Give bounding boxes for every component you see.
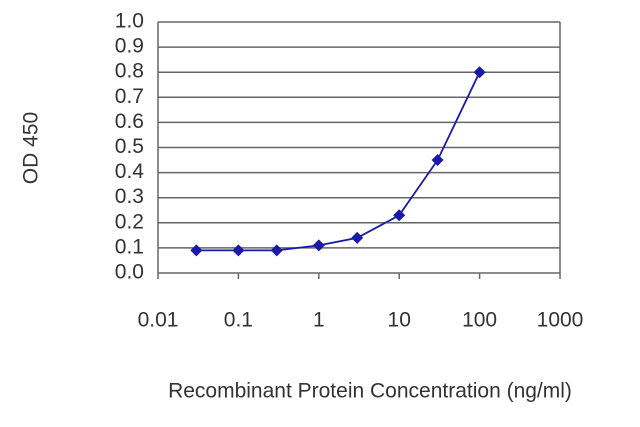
y-tick-label: 0.7 bbox=[115, 85, 144, 108]
data-point bbox=[232, 244, 245, 257]
x-tick-label: 0.01 bbox=[138, 309, 179, 332]
y-tick-label: 0.1 bbox=[115, 235, 144, 258]
y-tick-label: 0.3 bbox=[115, 185, 144, 208]
y-tick-label: 0.5 bbox=[115, 135, 144, 158]
y-tick-label: 0.9 bbox=[115, 35, 144, 58]
x-axis-label: Recombinant Protein Concentration (ng/ml… bbox=[168, 380, 572, 403]
x-tick-label: 1 bbox=[313, 309, 325, 332]
data-point bbox=[312, 239, 325, 252]
data-point bbox=[431, 154, 444, 167]
y-tick-label: 0.4 bbox=[115, 160, 145, 183]
y-axis-label: OD 450 bbox=[20, 112, 43, 184]
y-tick-label: 0.6 bbox=[115, 110, 144, 133]
x-tick-label: 1000 bbox=[537, 309, 584, 332]
data-point bbox=[473, 66, 486, 79]
series-line bbox=[196, 71, 481, 252]
x-tick-label: 10 bbox=[388, 309, 411, 332]
y-tick-label: 0.2 bbox=[115, 210, 144, 233]
x-tick-label: 0.1 bbox=[224, 309, 253, 332]
data-point bbox=[351, 231, 364, 244]
y-tick-label: 1.0 bbox=[115, 10, 144, 33]
data-point bbox=[270, 244, 283, 257]
y-tick-label: 0.8 bbox=[115, 60, 144, 83]
data-point bbox=[393, 209, 406, 222]
data-point bbox=[190, 244, 203, 257]
x-tick-label: 100 bbox=[462, 309, 497, 332]
y-tick-label: 0.0 bbox=[115, 261, 144, 284]
